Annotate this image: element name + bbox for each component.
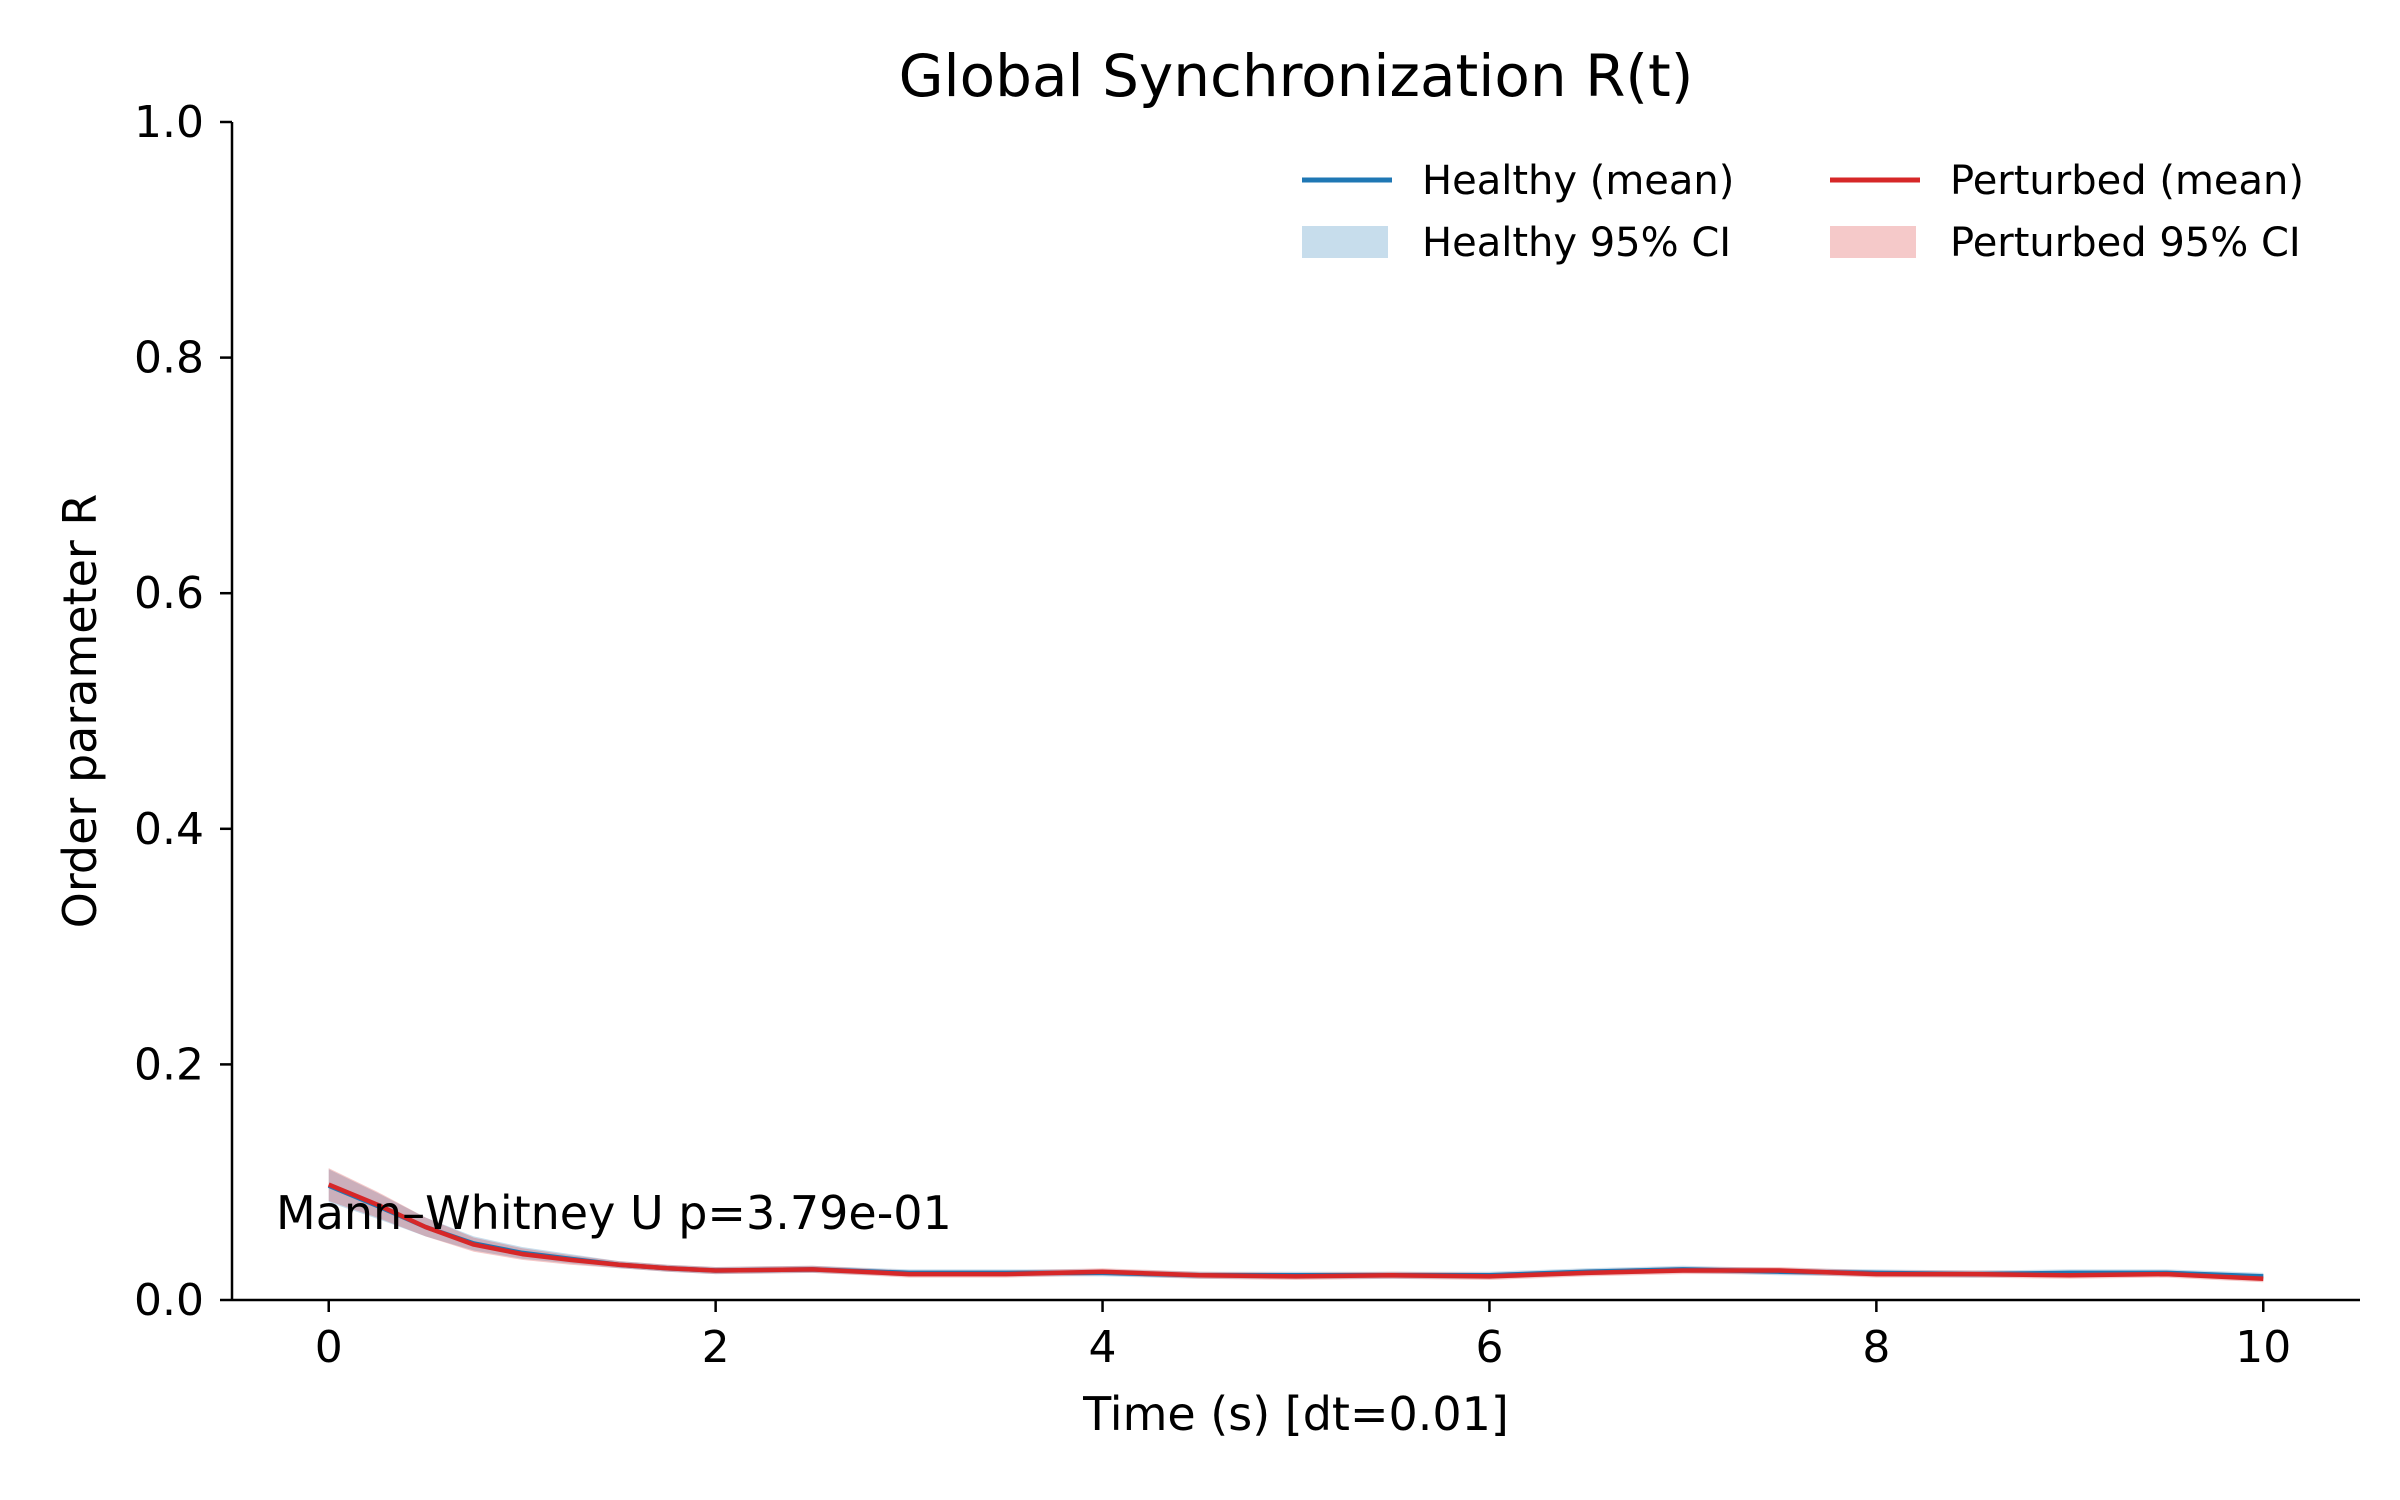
x-ticks: 0 2 4 6 8 10 [315,1300,2291,1373]
y-tick-label: 0.0 [134,1275,204,1326]
chart-title: Global Synchronization R(t) [899,42,1694,110]
legend: Healthy (mean) Healthy 95% CI Perturbed … [1302,158,2304,266]
legend-swatch-perturbed-ci [1830,226,1916,258]
legend-label-perturbed-ci: Perturbed 95% CI [1950,220,2301,266]
y-tick-label: 1.0 [134,97,204,148]
x-tick-label: 4 [1089,1322,1117,1373]
y-ticks: 0.0 0.2 0.4 0.6 0.8 1.0 [134,97,232,1326]
y-tick-label: 0.4 [134,804,204,855]
legend-label-healthy-mean: Healthy (mean) [1422,158,1734,204]
x-axis-label: Time (s) [dt=0.01] [1082,1387,1509,1441]
legend-label-perturbed-mean: Perturbed (mean) [1950,158,2304,204]
x-tick-label: 2 [702,1322,730,1373]
y-tick-label: 0.6 [134,568,204,619]
y-tick-label: 0.8 [134,333,204,384]
stat-annotation: Mann–Whitney U p=3.79e-01 [276,1186,952,1240]
x-tick-label: 10 [2235,1322,2291,1373]
x-tick-label: 8 [1862,1322,1890,1373]
x-tick-label: 0 [315,1322,343,1373]
y-tick-label: 0.2 [134,1039,204,1090]
x-tick-label: 6 [1475,1322,1503,1373]
legend-label-healthy-ci: Healthy 95% CI [1422,220,1731,266]
y-axis-label: Order parameter R [53,494,107,929]
legend-swatch-healthy-ci [1302,226,1388,258]
series-line-perturbed-mean [327,1182,2264,1282]
plot-area [327,1168,2264,1283]
